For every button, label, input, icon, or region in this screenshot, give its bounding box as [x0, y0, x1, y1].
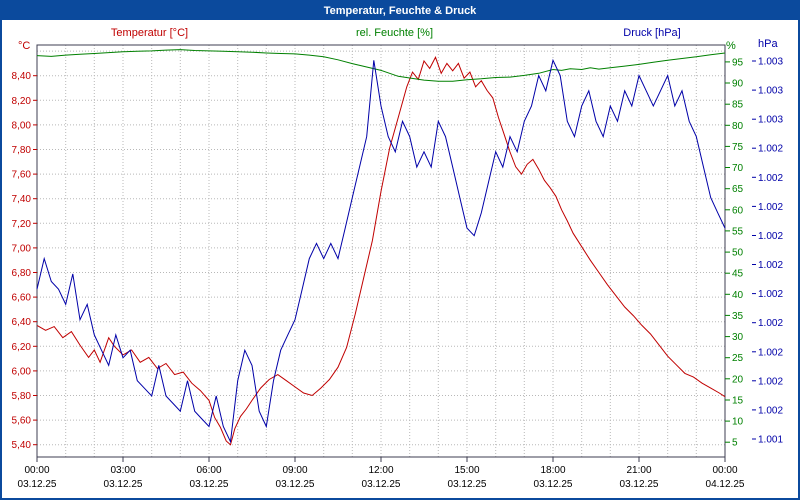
humidity-axis-tick-label: 40 — [732, 290, 744, 301]
x-axis-time-label: 03:00 — [110, 465, 135, 476]
x-axis-date-label: 04.12.25 — [706, 479, 745, 490]
pressure-axis-tick-label: 1.002 — [758, 289, 783, 300]
pressure-axis-tick-label: 1.002 — [758, 376, 783, 387]
x-axis-time-label: 00:00 — [712, 465, 737, 476]
humidity-unit-label: % — [726, 40, 736, 52]
humidity-axis-tick-label: 80 — [732, 121, 744, 132]
x-axis-time-label: 12:00 — [368, 465, 393, 476]
humidity-axis-tick-label: 50 — [732, 248, 744, 259]
temperature-axis-tick-label: 7,40 — [12, 194, 32, 205]
x-axis-time-label: 15:00 — [454, 465, 479, 476]
pressure-axis-tick-label: 1.002 — [758, 347, 783, 358]
humidity-axis-tick-label: 60 — [732, 205, 744, 216]
x-axis-time-label: 06:00 — [196, 465, 221, 476]
series-line-temperature — [36, 56, 726, 446]
pressure-axis-tick-label: 1.002 — [758, 173, 783, 184]
humidity-axis-tick-label: 5 — [732, 438, 738, 449]
pressure-axis-tick-label: 1.002 — [758, 202, 783, 213]
temperature-axis-tick-label: 8,40 — [12, 71, 32, 82]
humidity-axis-tick-label: 75 — [732, 142, 744, 153]
x-axis-date-label: 03.12.25 — [448, 479, 487, 490]
series-line-humidity — [36, 49, 726, 82]
temperature-axis-tick-label: 7,60 — [12, 170, 32, 181]
pressure-unit-label: hPa — [758, 38, 778, 50]
temperature-axis-tick-label: 6,00 — [12, 366, 32, 377]
temperature-unit-label: °C — [18, 40, 31, 52]
pressure-axis-tick-label: 1.003 — [758, 86, 783, 97]
legend-temperature: Temperatur [°C] — [110, 27, 189, 39]
humidity-axis-tick-label: 35 — [732, 311, 744, 322]
humidity-axis-tick-label: 10 — [732, 417, 744, 428]
x-axis-date-label: 03.12.25 — [18, 479, 57, 490]
temperature-axis-tick-label: 5,40 — [12, 440, 32, 451]
temperature-axis-tick-label: 7,20 — [12, 219, 32, 230]
temperature-axis-tick-label: 8,00 — [12, 120, 32, 131]
x-axis-time-label: 21:00 — [626, 465, 651, 476]
pressure-axis-tick-label: 1.002 — [758, 318, 783, 329]
temperature-axis-tick-label: 6,60 — [12, 293, 32, 304]
pressure-axis-tick-label: 1.002 — [758, 260, 783, 271]
humidity-axis-tick-label: 25 — [732, 353, 744, 364]
humidity-axis-tick-label: 45 — [732, 269, 744, 280]
humidity-axis-tick-label: 70 — [732, 163, 744, 174]
x-axis-time-label: 00:00 — [24, 465, 49, 476]
x-axis-date-label: 03.12.25 — [620, 479, 659, 490]
pressure-axis-tick-label: 1.002 — [758, 144, 783, 155]
temperature-axis-tick-label: 5,60 — [12, 416, 32, 427]
x-axis-date-label: 03.12.25 — [190, 479, 229, 490]
humidity-axis-tick-label: 90 — [732, 79, 744, 90]
x-axis-date-label: 03.12.25 — [276, 479, 315, 490]
title-bar: Temperatur, Feuchte & Druck — [2, 2, 798, 20]
pressure-axis-tick-label: 1.003 — [758, 57, 783, 68]
temperature-axis-tick-label: 5,80 — [12, 391, 32, 402]
humidity-axis-tick-label: 15 — [732, 396, 744, 407]
x-axis-time-label: 18:00 — [540, 465, 565, 476]
x-axis-date-label: 03.12.25 — [534, 479, 573, 490]
x-axis-date-label: 03.12.25 — [104, 479, 143, 490]
temperature-axis-tick-label: 6,80 — [12, 268, 32, 279]
humidity-axis-tick-label: 65 — [732, 184, 744, 195]
temperature-axis-tick-label: 8,20 — [12, 96, 32, 107]
temperature-axis-tick-label: 7,80 — [12, 145, 32, 156]
humidity-axis-tick-label: 20 — [732, 374, 744, 385]
x-axis-date-label: 03.12.25 — [362, 479, 401, 490]
pressure-axis-tick-label: 1.002 — [758, 405, 783, 416]
humidity-axis-tick-label: 85 — [732, 100, 744, 111]
x-axis-time-label: 09:00 — [282, 465, 307, 476]
temperature-axis-tick-label: 7,00 — [12, 243, 32, 254]
legend-humidity: rel. Feuchte [%] — [355, 27, 434, 39]
temperature-axis-tick-label: 6,40 — [12, 317, 32, 328]
humidity-axis-tick-label: 55 — [732, 226, 744, 237]
humidity-axis-tick-label: 30 — [732, 332, 744, 343]
series-line-pressure — [36, 58, 726, 444]
temperature-axis-tick-label: 6,20 — [12, 342, 32, 353]
legend-pressure: Druck [hPa] — [623, 27, 681, 39]
pressure-axis-tick-label: 1.003 — [758, 115, 783, 126]
pressure-axis-tick-label: 1.001 — [758, 435, 783, 446]
pressure-axis-tick-label: 1.002 — [758, 231, 783, 242]
window-title: Temperatur, Feuchte & Druck — [323, 5, 477, 17]
humidity-axis-tick-label: 95 — [732, 57, 744, 68]
